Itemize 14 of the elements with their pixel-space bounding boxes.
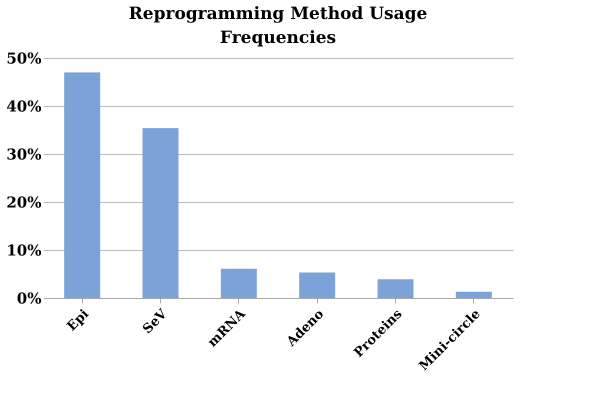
y-tick-label: 40% (6, 98, 42, 116)
x-tick-label: Epi (64, 306, 92, 334)
y-tick-label: 50% (6, 50, 42, 68)
bar (64, 72, 100, 298)
y-tick-label: 10% (6, 242, 42, 260)
y-tick-label: 0% (16, 290, 42, 308)
bar (456, 292, 492, 298)
chart-title: Reprogramming Method Usage Frequencies (128, 4, 428, 48)
bar (378, 279, 414, 298)
bar (220, 268, 257, 298)
bar (142, 128, 178, 298)
bar (299, 272, 336, 298)
y-tick-label: 20% (6, 194, 42, 212)
y-tick-label: 30% (6, 146, 42, 164)
